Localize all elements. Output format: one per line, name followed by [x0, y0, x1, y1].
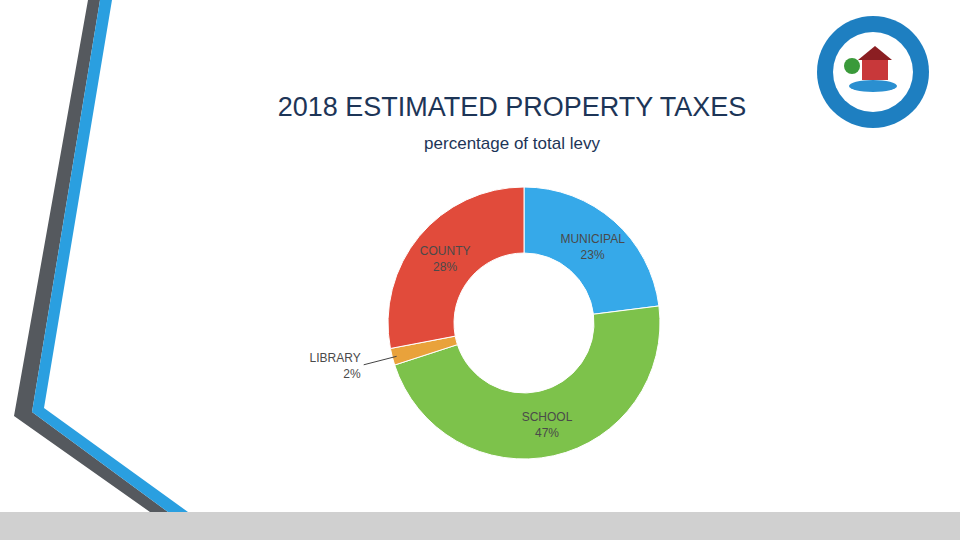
html-text:2018 ESTIMATED PROPERTY TAXES: 2018 ESTIMATED PROPERTY TAXES: [277, 92, 747, 122]
svg-text:COUNTY28%: COUNTY28%: [420, 244, 471, 274]
html-text:percentage of total levy: percentage of total levy: [424, 134, 600, 153]
svg-text:LIBRARY2%: LIBRARY2%: [310, 351, 361, 381]
svg-text:SCHOOL47%: SCHOOL47%: [522, 410, 573, 440]
svg-text:MUNICIPAL23%: MUNICIPAL23%: [560, 232, 625, 262]
